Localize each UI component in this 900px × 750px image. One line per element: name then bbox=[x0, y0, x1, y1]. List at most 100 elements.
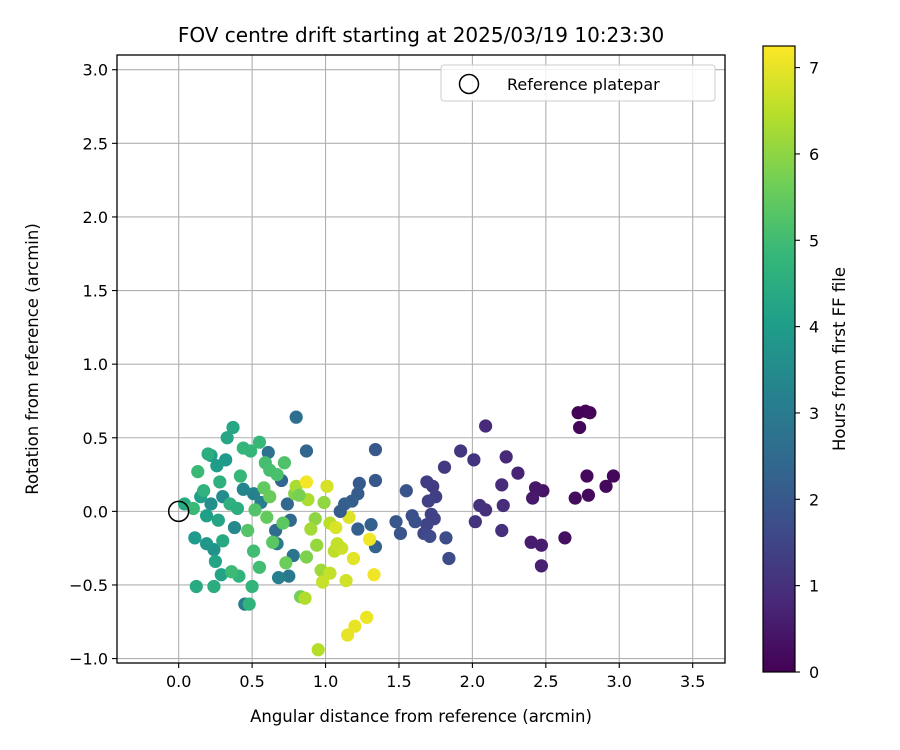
colorbar-tick-label: 4 bbox=[809, 318, 819, 337]
data-point bbox=[242, 597, 256, 611]
data-point bbox=[320, 479, 334, 493]
y-tick-label: 2.0 bbox=[83, 208, 108, 227]
data-point bbox=[468, 515, 482, 529]
data-point bbox=[199, 537, 214, 551]
y-tick-label: 1.0 bbox=[83, 355, 108, 374]
data-point bbox=[280, 497, 294, 511]
data-point bbox=[317, 495, 331, 510]
data-point bbox=[568, 491, 582, 505]
y-tick-label: −1.0 bbox=[69, 650, 108, 669]
colorbar-tick-label: 2 bbox=[809, 490, 819, 509]
data-point bbox=[495, 478, 509, 492]
data-point bbox=[197, 484, 211, 498]
data-point bbox=[270, 467, 284, 482]
data-point bbox=[340, 628, 355, 642]
data-point bbox=[216, 534, 230, 548]
data-point bbox=[252, 435, 267, 449]
data-point bbox=[423, 529, 437, 543]
colorbar-tick-label: 5 bbox=[809, 231, 819, 250]
data-point bbox=[279, 556, 293, 570]
plot-frame bbox=[116, 54, 726, 664]
data-point bbox=[316, 575, 330, 589]
data-point bbox=[210, 459, 224, 473]
x-tick-label: 3.5 bbox=[680, 672, 705, 691]
colorbar-tick-label: 7 bbox=[809, 59, 819, 78]
data-point bbox=[362, 532, 377, 546]
data-point bbox=[310, 538, 324, 552]
data-point bbox=[230, 501, 245, 516]
data-point bbox=[201, 447, 215, 461]
data-point bbox=[439, 531, 453, 545]
x-tick-label: 1.0 bbox=[313, 672, 338, 691]
data-point bbox=[189, 579, 203, 594]
data-point bbox=[323, 566, 337, 580]
y-tick-label: 0.5 bbox=[83, 429, 108, 448]
data-point bbox=[360, 610, 374, 624]
y-tick-label: 2.5 bbox=[83, 134, 108, 153]
data-point bbox=[346, 551, 361, 566]
data-point bbox=[276, 516, 290, 530]
data-point bbox=[226, 420, 240, 435]
data-point bbox=[534, 538, 549, 552]
data-point bbox=[454, 444, 468, 458]
data-point bbox=[245, 579, 259, 594]
legend-marker-open-circle bbox=[458, 73, 480, 95]
y-axis: −1.0 −0.5 0.0 0.5 1.0 1.5 2.0 2.5 3.0 bbox=[69, 61, 117, 669]
data-point bbox=[528, 481, 543, 495]
data-point bbox=[241, 523, 255, 538]
y-tick-label: 1.5 bbox=[83, 282, 108, 301]
data-point bbox=[348, 619, 362, 633]
y-axis-label: Rotation from reference (arcmin) bbox=[23, 223, 42, 495]
data-point bbox=[573, 420, 587, 435]
data-point bbox=[191, 465, 205, 479]
data-point bbox=[330, 537, 344, 551]
data-point bbox=[266, 535, 280, 549]
data-point bbox=[368, 473, 383, 488]
colorbar-label: Hours from first FF file bbox=[830, 267, 849, 451]
data-point bbox=[499, 450, 513, 464]
data-point bbox=[298, 591, 312, 605]
legend-label-reference: Reference platepar bbox=[507, 75, 660, 94]
data-point bbox=[261, 445, 275, 460]
data-point bbox=[304, 522, 318, 536]
data-point bbox=[211, 513, 225, 527]
reference-marker bbox=[167, 500, 190, 523]
data-point bbox=[399, 484, 413, 498]
data-point bbox=[208, 554, 222, 569]
colorbar-tick-label: 1 bbox=[809, 577, 819, 596]
data-point bbox=[339, 573, 353, 588]
data-point bbox=[252, 560, 267, 574]
data-point bbox=[188, 531, 202, 545]
data-point bbox=[580, 469, 594, 483]
data-point bbox=[421, 494, 435, 508]
data-point bbox=[420, 475, 434, 489]
data-point bbox=[246, 487, 261, 501]
data-point bbox=[292, 488, 306, 502]
data-point bbox=[496, 498, 510, 513]
data-point bbox=[199, 509, 214, 523]
data-point bbox=[473, 498, 487, 513]
data-point bbox=[364, 518, 378, 532]
data-point bbox=[289, 410, 303, 424]
data-point bbox=[248, 503, 262, 517]
legend-box bbox=[440, 64, 716, 102]
colorbar-tick-label: 0 bbox=[809, 663, 819, 682]
x-axis-label: Angular distance from reference (arcmin) bbox=[250, 707, 592, 726]
data-point bbox=[352, 476, 366, 490]
legend: Reference platepar bbox=[440, 64, 716, 102]
data-point bbox=[186, 501, 200, 516]
data-point bbox=[214, 568, 228, 582]
data-point bbox=[236, 482, 250, 496]
data-points bbox=[177, 404, 620, 657]
x-tick-label: 2.0 bbox=[460, 672, 485, 691]
y-tick-label: 3.0 bbox=[83, 61, 108, 80]
data-point bbox=[581, 488, 596, 502]
reference-point bbox=[167, 500, 190, 523]
data-point bbox=[220, 431, 234, 445]
data-point bbox=[271, 571, 286, 585]
data-point bbox=[263, 490, 277, 504]
data-point bbox=[260, 510, 274, 524]
data-point bbox=[224, 565, 239, 579]
data-point bbox=[207, 579, 221, 594]
